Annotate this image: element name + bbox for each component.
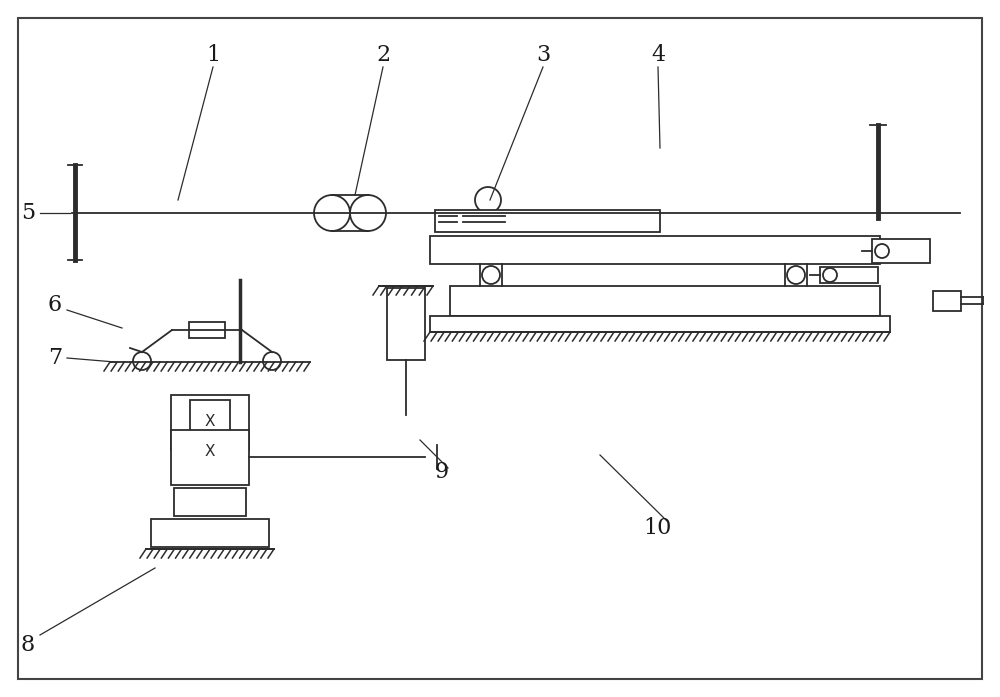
Text: 8: 8 <box>21 634 35 656</box>
Text: 3: 3 <box>536 44 550 66</box>
Bar <box>174 488 246 516</box>
Bar <box>435 210 660 232</box>
Bar <box>171 395 249 450</box>
Bar <box>190 400 230 480</box>
Text: 6: 6 <box>48 294 62 316</box>
Text: 4: 4 <box>651 44 665 66</box>
Text: 5: 5 <box>21 202 35 224</box>
Bar <box>171 430 249 485</box>
Bar <box>820 267 878 283</box>
Bar <box>933 291 961 311</box>
Bar <box>151 519 269 547</box>
Text: X: X <box>205 444 215 459</box>
Text: 10: 10 <box>644 517 672 539</box>
Bar <box>189 322 225 338</box>
Bar <box>387 288 425 360</box>
Text: X: X <box>205 414 215 429</box>
Text: 9: 9 <box>435 461 449 483</box>
Text: 7: 7 <box>48 347 62 369</box>
Bar <box>430 316 890 332</box>
Text: 2: 2 <box>376 44 390 66</box>
Bar <box>450 286 880 316</box>
Text: 1: 1 <box>206 44 220 66</box>
Bar <box>872 239 930 263</box>
Bar <box>430 236 880 264</box>
